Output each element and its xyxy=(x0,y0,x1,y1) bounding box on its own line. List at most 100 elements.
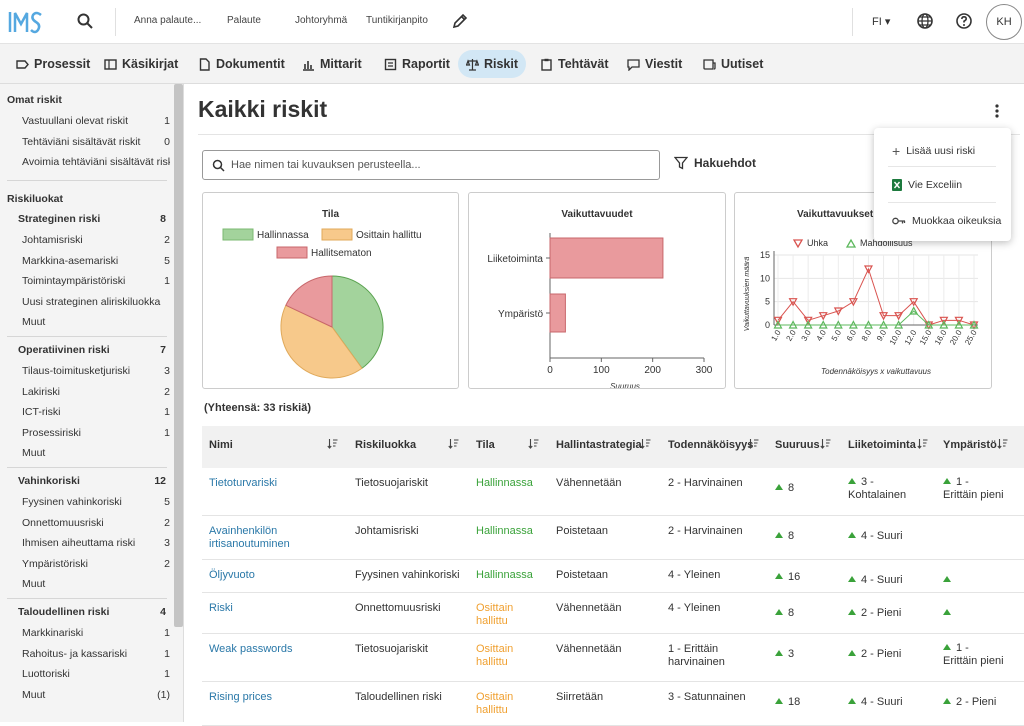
table-row[interactable]: Weak passwords Tietosuojariskit Osittain h… xyxy=(202,634,1024,682)
sidebar-item[interactable]: Prosessiriski 1 xyxy=(22,426,170,439)
sidebar-scrollbar[interactable] xyxy=(174,84,183,627)
sidebar-item-own[interactable]: Tehtäviäni sisältävät riskit 0 xyxy=(22,135,170,148)
cell-env: 1 - Erittäin pieni xyxy=(943,476,1004,502)
help-icon[interactable] xyxy=(955,12,973,30)
column-header[interactable]: Riskiluokka xyxy=(355,439,417,451)
sidebar-item[interactable]: Muut xyxy=(22,578,170,590)
ims-logo[interactable] xyxy=(8,8,44,36)
nav-prosessit[interactable]: Prosessit xyxy=(8,50,98,78)
sidebar-item-count: 8 xyxy=(157,213,166,225)
cell-value: 2 - Pieni xyxy=(956,696,997,708)
column-header[interactable]: Ympäristö xyxy=(943,439,997,451)
column-header[interactable]: Nimi xyxy=(209,439,233,451)
nav-kasikirjat[interactable]: Käsikirjat xyxy=(96,50,186,78)
table-row[interactable]: Öljyvuoto Fyysinen vahinkoriski Hallinnass… xyxy=(202,560,1024,593)
sidebar-item-own[interactable]: Vastuullani olevat riskit 1 xyxy=(22,115,170,127)
sidebar-group[interactable]: Taloudellinen riski 4 xyxy=(18,606,166,618)
level-up-icon xyxy=(775,484,783,490)
sidebar-item[interactable]: Markkina-asemariski 5 xyxy=(22,254,170,267)
cell-env xyxy=(943,574,956,587)
menu-edit-rights[interactable]: Muokkaa oikeuksia xyxy=(892,215,1001,227)
table-row[interactable]: Rising prices Taloudellinen riski Osittain… xyxy=(202,682,1024,726)
top-link-feedback[interactable]: Anna palaute... xyxy=(134,15,202,26)
sidebar-item[interactable]: Muut (1) xyxy=(22,688,170,701)
nav-mittarit[interactable]: Mittarit xyxy=(294,50,370,78)
sidebar-item[interactable]: Markkinariski 1 xyxy=(22,627,170,639)
nav-tehtavat[interactable]: Tehtävät xyxy=(532,50,616,78)
cell-prob: 4 - Yleinen xyxy=(668,569,721,581)
nav-dokumentit[interactable]: Dokumentit xyxy=(190,50,293,78)
sidebar-item[interactable]: Rahoitus- ja kassariski 1 xyxy=(22,647,170,660)
column-header[interactable]: Liiketoiminta xyxy=(848,439,916,451)
sidebar-group[interactable]: Operatiivinen riski 7 xyxy=(18,344,166,356)
sidebar-item[interactable]: Muut xyxy=(22,447,170,459)
sort-icon[interactable] xyxy=(327,438,338,449)
sidebar-item[interactable]: Muut xyxy=(22,316,170,328)
sidebar-item[interactable]: Luottoriski 1 xyxy=(22,668,170,681)
top-link-tuntikirjanpito[interactable]: Tuntikirjanpito xyxy=(366,15,428,26)
pencil-icon[interactable] xyxy=(451,12,469,30)
sidebar-item[interactable]: Onnettomuusriski 2 xyxy=(22,516,170,529)
column-header[interactable]: Tila xyxy=(476,439,495,451)
sidebar-item[interactable]: Ihmisen aiheuttama riski 3 xyxy=(22,537,170,550)
sort-icon[interactable] xyxy=(528,438,539,449)
top-link-palaute[interactable]: Palaute xyxy=(227,15,261,26)
nav-viestit[interactable]: Viestit xyxy=(619,50,690,78)
risk-search-input[interactable] xyxy=(231,156,651,174)
nav-riskit[interactable]: Riskit xyxy=(458,50,526,78)
cell-business: 3 - Kohtalainen xyxy=(848,476,906,502)
more-options-icon[interactable] xyxy=(990,102,1004,120)
sidebar-item[interactable]: Toimintaympäristöriski 1 xyxy=(22,275,170,288)
nav-raportit[interactable]: Raportit xyxy=(376,50,458,78)
nav-uutiset[interactable]: Uutiset xyxy=(695,50,771,78)
sidebar-item[interactable]: ICT-riski 1 xyxy=(22,406,170,419)
nav-label: Käsikirjat xyxy=(122,57,179,71)
divider xyxy=(7,467,167,468)
sort-icon[interactable] xyxy=(917,438,928,449)
cell-strategy: Vähennetään xyxy=(556,602,622,614)
sort-icon[interactable] xyxy=(640,438,651,449)
cell-value: 4 - Suuri xyxy=(861,696,903,708)
globe-icon[interactable] xyxy=(916,12,934,30)
risk-name-link[interactable]: Weak passwords xyxy=(209,643,293,655)
language-selector[interactable]: FI ▾ xyxy=(872,16,891,28)
data-point xyxy=(879,312,889,321)
sidebar-group[interactable]: Vahinkoriski 12 xyxy=(18,475,166,487)
sidebar-item[interactable]: Ympäristöriski 2 xyxy=(22,557,170,570)
filter-button[interactable]: Hakuehdot xyxy=(674,156,756,170)
legend-label: Osittain hallittu xyxy=(356,230,422,241)
data-point xyxy=(879,320,889,329)
column-header[interactable]: Hallintastrategia xyxy=(556,439,642,451)
sidebar-item[interactable]: Fyysinen vahinkoriski 5 xyxy=(22,496,170,508)
data-point xyxy=(939,316,949,326)
menu-export-excel[interactable]: Vie Exceliin xyxy=(892,179,962,191)
sort-icon[interactable] xyxy=(748,438,759,449)
column-header[interactable]: Suuruus xyxy=(775,439,820,451)
search-icon[interactable] xyxy=(76,12,94,30)
table-row[interactable]: Avainhenkilön irtisanoutuminen Johtamisri… xyxy=(202,516,1024,560)
sidebar-item[interactable]: Tilaus-toimitusketjuriski 3 xyxy=(22,365,170,377)
menu-add-risk[interactable]: + Lisää uusi riski xyxy=(892,143,975,159)
risk-search-box xyxy=(202,150,660,180)
risk-name-link[interactable]: Rising prices xyxy=(209,691,272,703)
cell-strategy: Vähennetään xyxy=(556,643,622,655)
risk-name-link[interactable]: Tietoturvariski xyxy=(209,477,278,489)
sort-icon[interactable] xyxy=(820,438,831,449)
user-avatar[interactable]: KH xyxy=(986,4,1022,40)
risk-name-link[interactable]: Riski xyxy=(209,602,233,614)
document-icon xyxy=(199,57,210,71)
sort-icon[interactable] xyxy=(448,438,459,449)
sidebar-item[interactable]: Lakiriski 2 xyxy=(22,385,170,398)
sidebar-item[interactable]: Uusi strateginen aliriskiluokka xyxy=(22,296,170,308)
risk-name-link[interactable]: Avainhenkilön irtisanoutuminen xyxy=(209,525,290,550)
table-row[interactable]: Riski Onnettomuusriski Osittain hallittu Vä… xyxy=(202,593,1024,634)
top-link-johtoryhma[interactable]: Johtoryhmä xyxy=(295,15,348,26)
table-row[interactable]: Tietoturvariski Tietosuojariskit Hallinnas… xyxy=(202,468,1024,516)
sidebar-item-own[interactable]: Avoimia tehtäviäni sisältävät riskit xyxy=(22,156,170,168)
risk-name-link[interactable]: Öljyvuoto xyxy=(209,569,255,581)
sort-icon[interactable] xyxy=(997,438,1008,449)
sidebar-item[interactable]: Johtamisriski 2 xyxy=(22,234,170,246)
sidebar-group[interactable]: Strateginen riski 8 xyxy=(18,213,166,225)
actions-menu: + Lisää uusi riski Vie Exceliin Muokkaa … xyxy=(874,128,1011,241)
column-header[interactable]: Todennäköisyys xyxy=(668,439,754,451)
